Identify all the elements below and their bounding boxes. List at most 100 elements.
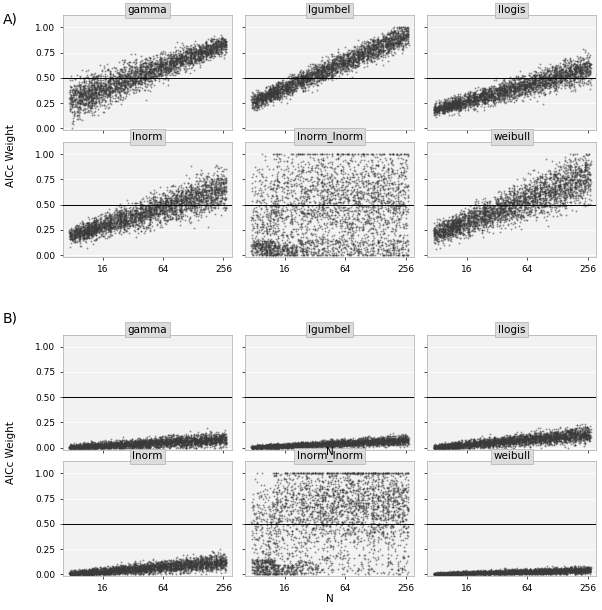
Point [340, 192, 349, 202]
Point [181, 57, 191, 67]
Point [89, 213, 99, 223]
Point [306, 440, 316, 450]
Point [93, 71, 102, 81]
Point [285, 76, 295, 86]
Point [480, 94, 489, 104]
Point [105, 69, 115, 79]
Point [211, 560, 221, 570]
Point [194, 187, 204, 197]
Point [385, 205, 394, 215]
Point [401, 30, 411, 40]
Point [187, 434, 196, 443]
Point [335, 511, 345, 521]
Point [347, 437, 356, 447]
Point [439, 104, 448, 113]
Point [120, 55, 130, 65]
Point [137, 199, 146, 209]
Point [450, 99, 460, 109]
Point [202, 193, 212, 203]
Point [296, 149, 305, 159]
Point [283, 560, 293, 570]
Point [107, 566, 117, 576]
Point [348, 439, 358, 449]
Point [555, 176, 565, 185]
Point [247, 443, 256, 453]
Point [319, 60, 329, 70]
Point [318, 515, 328, 525]
Point [146, 210, 155, 220]
Point [164, 559, 173, 569]
Point [211, 43, 221, 53]
Point [504, 215, 514, 224]
Point [575, 432, 585, 442]
Point [138, 62, 147, 72]
Point [447, 99, 456, 109]
Point [568, 174, 578, 184]
Point [186, 559, 196, 569]
Point [533, 568, 543, 578]
Point [113, 565, 122, 575]
Point [118, 74, 128, 84]
Point [544, 185, 553, 195]
Point [161, 190, 170, 200]
Point [465, 567, 475, 577]
Point [216, 45, 226, 55]
Point [207, 561, 217, 570]
Point [579, 155, 588, 165]
Point [262, 236, 272, 246]
Point [275, 494, 285, 504]
Point [309, 76, 318, 85]
Point [332, 437, 342, 447]
Point [140, 81, 150, 91]
Point [159, 64, 169, 74]
Point [485, 84, 495, 93]
Point [251, 570, 261, 580]
Point [279, 439, 289, 448]
Point [535, 184, 545, 194]
Point [554, 189, 564, 199]
Point [570, 562, 580, 572]
Point [181, 54, 191, 63]
Point [543, 568, 553, 578]
Point [104, 567, 113, 577]
Point [565, 433, 575, 443]
Point [517, 431, 526, 441]
Point [515, 565, 525, 575]
Point [434, 224, 444, 234]
Point [161, 436, 170, 445]
Point [311, 241, 321, 251]
Point [459, 220, 469, 230]
Point [441, 570, 451, 580]
Point [150, 565, 160, 575]
Point [455, 569, 465, 578]
Point [189, 53, 199, 63]
Point [394, 237, 403, 247]
Point [367, 493, 377, 503]
Point [288, 440, 298, 450]
Point [167, 436, 177, 446]
Point [155, 64, 165, 74]
Point [303, 66, 313, 76]
Point [70, 99, 80, 109]
Point [188, 49, 198, 59]
Point [89, 566, 99, 576]
Point [473, 567, 482, 577]
Point [256, 492, 265, 502]
Point [517, 429, 526, 439]
Point [114, 76, 124, 86]
Point [278, 439, 287, 449]
Point [94, 222, 104, 232]
Point [491, 91, 500, 101]
Point [201, 51, 211, 60]
Point [571, 69, 581, 79]
Point [514, 81, 524, 91]
Point [484, 569, 494, 578]
Point [442, 568, 452, 578]
Point [318, 439, 327, 448]
Point [269, 565, 279, 575]
Point [275, 81, 285, 91]
Point [357, 517, 367, 527]
Point [290, 76, 300, 85]
Point [545, 434, 555, 444]
Point [373, 46, 383, 56]
